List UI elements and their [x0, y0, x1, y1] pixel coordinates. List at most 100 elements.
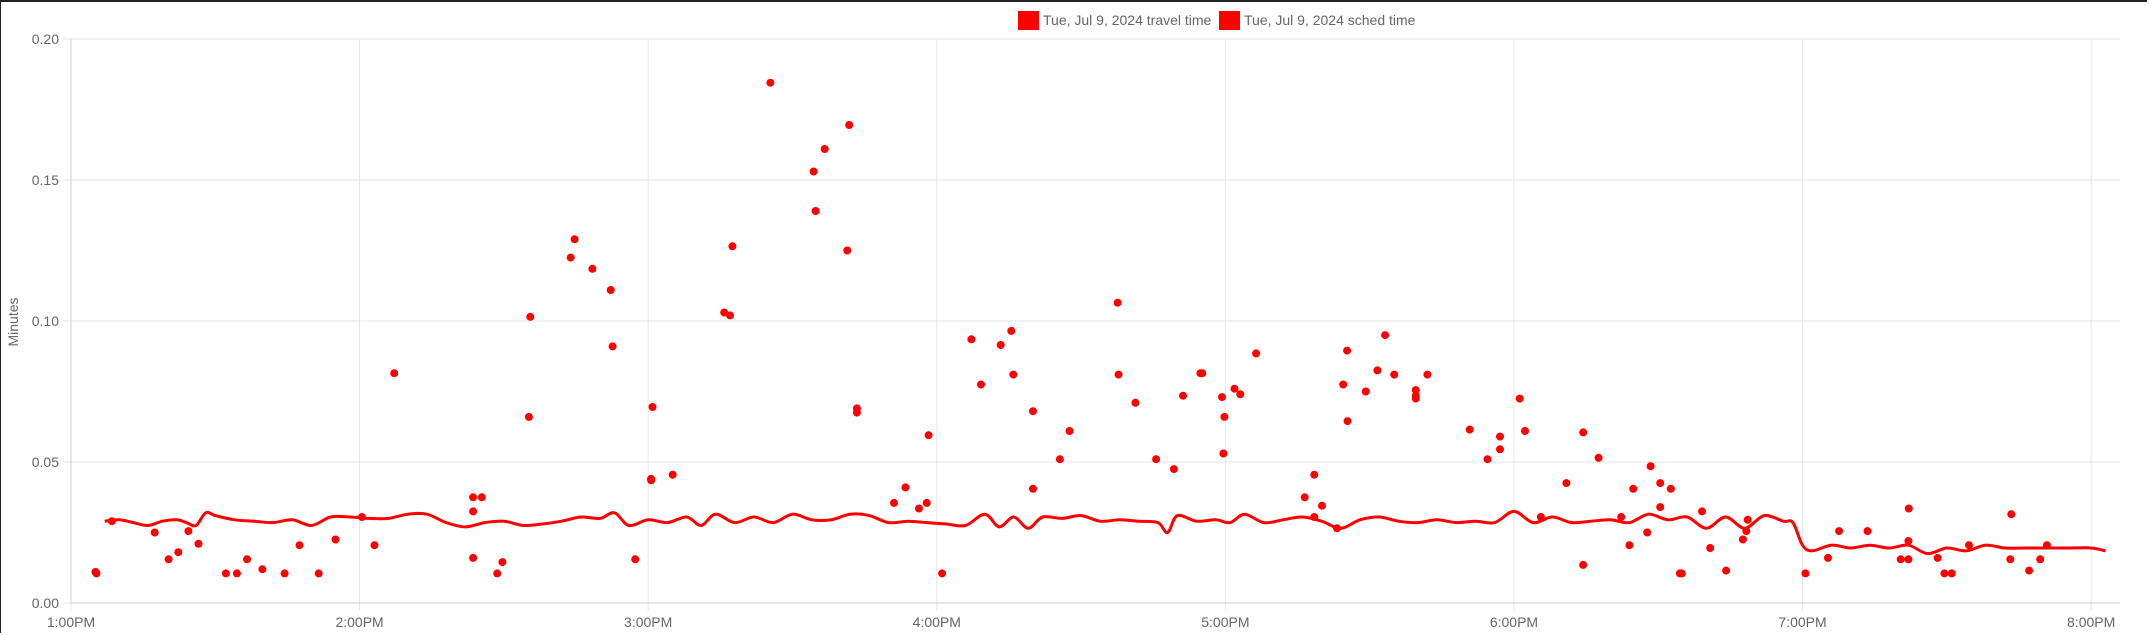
travel-time-point: [977, 380, 985, 389]
travel-time-point: [174, 548, 183, 557]
travel-time-point: [1698, 507, 1706, 516]
y-tick-label: 0.10: [32, 313, 59, 329]
travel-time-point: [1677, 569, 1686, 578]
travel-time-point: [1343, 417, 1352, 426]
travel-time-point: [811, 207, 820, 215]
travel-time-point: [1169, 465, 1178, 474]
travel-time-point: [1065, 427, 1074, 435]
travel-time-point: [606, 286, 615, 294]
travel-time-point: [1496, 432, 1504, 441]
travel-time-point: [1373, 366, 1382, 375]
travel-time-point: [843, 246, 852, 255]
travel-time-point: [1743, 515, 1752, 524]
x-tick-label: 7:00PM: [1778, 614, 1826, 630]
travel-time-point: [1361, 387, 1370, 396]
travel-time-point: [588, 264, 597, 273]
x-tick-label: 6:00PM: [1490, 614, 1538, 630]
travel-time-point: [1947, 569, 1956, 578]
travel-time-point: [477, 493, 486, 502]
travel-time-point: [107, 517, 116, 526]
travel-time-point: [232, 569, 241, 578]
travel-time-point: [901, 483, 910, 492]
travel-time-point: [1625, 541, 1634, 550]
travel-time-point: [1230, 384, 1239, 393]
travel-time-point: [331, 535, 340, 544]
travel-time-point: [526, 312, 535, 321]
travel-time-point: [1465, 425, 1474, 434]
travel-time-point: [1131, 398, 1140, 407]
travel-time-point: [150, 528, 159, 537]
travel-time-point: [2036, 555, 2045, 564]
travel-time-point: [469, 493, 478, 502]
travel-time-point: [1236, 390, 1245, 399]
travel-time-point: [1933, 553, 1942, 562]
travel-time-point: [648, 403, 657, 411]
travel-time-point: [1722, 566, 1731, 575]
legend-label-travel-time[interactable]: Tue, Jul 9, 2024 travel time: [1043, 12, 1212, 28]
travel-time-point: [726, 311, 734, 320]
legend: Tue, Jul 9, 2024 travel time Tue, Jul 9,…: [1018, 11, 1416, 30]
travel-time-point: [524, 412, 533, 421]
travel-time-point: [2006, 555, 2015, 564]
travel-time-point: [608, 342, 617, 351]
travel-time-point: [184, 527, 193, 536]
travel-time-point: [1904, 537, 1913, 545]
x-tick-label: 3:00PM: [624, 614, 672, 630]
travel-time-point: [668, 470, 677, 479]
travel-time-point: [469, 507, 478, 516]
travel-time-point: [1007, 326, 1016, 335]
legend-label-sched-time[interactable]: Tue, Jul 9, 2024 sched time: [1244, 12, 1416, 28]
travel-time-point: [1824, 553, 1832, 562]
travel-time-point: [631, 555, 640, 564]
travel-time-point: [1310, 513, 1319, 521]
travel-time-point: [1179, 391, 1187, 400]
travel-time-point: [1562, 479, 1571, 488]
travel-time-point: [809, 167, 818, 176]
travel-time-point: [1339, 380, 1348, 389]
travel-time-point: [1965, 541, 1973, 550]
travel-time-point: [370, 541, 379, 550]
travel-time-point: [1940, 569, 1949, 578]
series-travel-time: [91, 78, 2051, 578]
travel-time-point: [1343, 346, 1352, 355]
y-axis-ticks: 0.00 0.05 0.10 0.15 0.20: [32, 31, 59, 611]
x-axis-ticks: 1:00PM 2:00PM 3:00PM 4:00PM 5:00PM 6:00PM 7:00…: [47, 614, 2115, 630]
travel-time-point: [1113, 298, 1122, 307]
travel-time-point: [194, 539, 203, 548]
y-tick-label: 0.00: [32, 595, 59, 611]
travel-time-point: [996, 341, 1005, 349]
travel-time-point: [1904, 555, 1913, 564]
travel-time-point: [1381, 331, 1390, 340]
travel-time-point: [1594, 453, 1603, 462]
travel-time-point: [493, 569, 502, 578]
y-tick-label: 0.05: [32, 454, 59, 470]
travel-time-point: [1742, 527, 1751, 536]
travel-time-point: [92, 569, 101, 578]
travel-time-point: [1646, 462, 1655, 471]
travel-time-point: [258, 565, 267, 574]
travel-time-point: [243, 555, 251, 564]
travel-time-point: [1579, 428, 1588, 437]
travel-time-point: [1483, 455, 1492, 464]
travel-time-point: [728, 242, 737, 251]
x-tick-label: 5:00PM: [1201, 614, 1249, 630]
x-tick-label: 4:00PM: [913, 614, 961, 630]
y-tick-label: 0.20: [32, 31, 59, 47]
travel-time-point: [164, 555, 173, 564]
travel-time-point: [766, 78, 775, 87]
travel-time-point: [1863, 527, 1872, 536]
travel-time-point: [1738, 535, 1747, 544]
travel-time-point: [1515, 394, 1524, 403]
travel-time-point: [570, 235, 579, 244]
travel-time-point: [1310, 470, 1319, 479]
travel-time-point: [1114, 370, 1123, 379]
legend-swatch-travel-time[interactable]: [1018, 11, 1039, 30]
travel-time-point: [938, 569, 947, 578]
legend-swatch-sched-time[interactable]: [1219, 11, 1240, 30]
y-tick-label: 0.15: [32, 172, 59, 188]
travel-time-point: [1666, 484, 1675, 493]
travel-time-point: [498, 558, 507, 567]
travel-time-point: [1536, 513, 1545, 521]
